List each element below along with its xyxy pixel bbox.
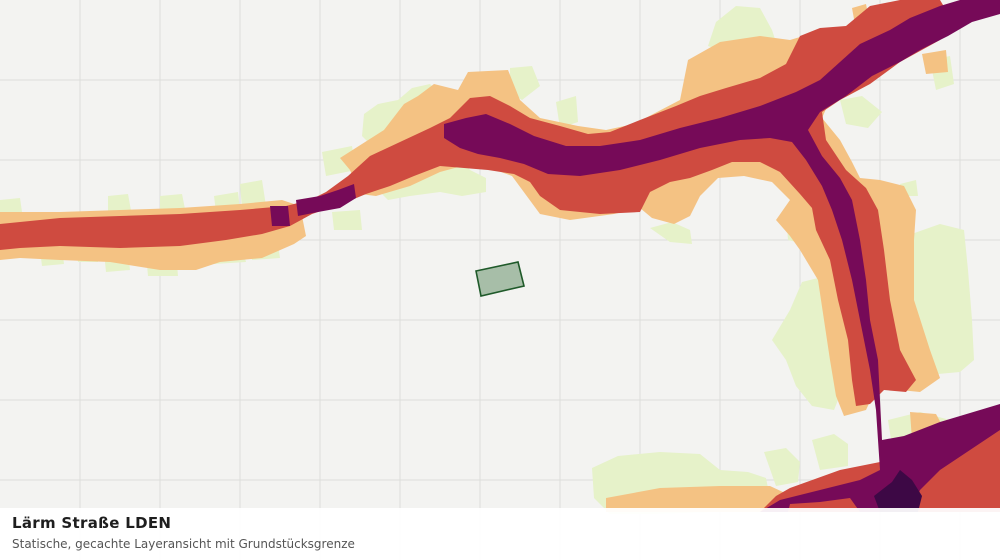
layer-title: Lärm Straße LDEN	[12, 514, 172, 532]
noise-zone-lightest	[764, 448, 800, 486]
noise-zone-lightest	[650, 222, 692, 244]
noise-zone-lightest	[0, 198, 22, 214]
noise-zone-light	[606, 486, 802, 512]
noise-zone-lightest	[812, 434, 848, 470]
noise-zone-lightest	[240, 180, 266, 208]
parcel-boundary-icon[interactable]	[475, 261, 525, 297]
noise-zone-light	[922, 50, 948, 74]
noise-zone-high	[444, 0, 1000, 512]
noise-zone-high	[296, 184, 356, 216]
noise-zone-highest	[874, 470, 922, 512]
noise-band-high	[270, 0, 1000, 512]
layer-subtitle: Statische, gecachte Layeransicht mit Gru…	[12, 537, 355, 551]
noise-zone-high	[270, 206, 290, 226]
noise-zone-lightest	[332, 210, 362, 230]
noise-zone-medium	[0, 0, 952, 406]
noise-zone-lightest	[556, 96, 578, 128]
noise-band-highest	[874, 470, 922, 512]
noise-zone-lightest	[840, 96, 882, 128]
map-caption: Lärm Straße LDEN Statische, gecachte Lay…	[0, 508, 1000, 560]
noise-zone-lightest	[510, 66, 540, 100]
